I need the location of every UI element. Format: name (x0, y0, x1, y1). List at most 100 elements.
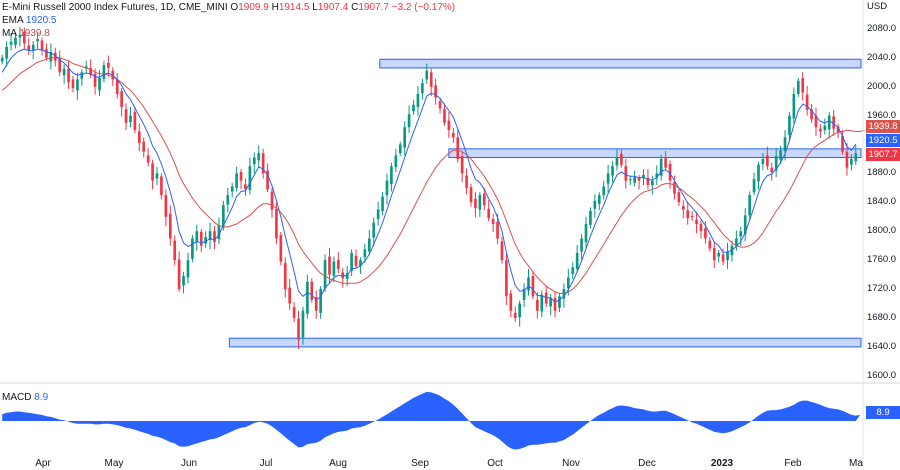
candle-body (266, 170, 269, 190)
candle-body (443, 109, 446, 123)
candle-body (89, 67, 92, 76)
candle-body (571, 267, 575, 274)
candle-body (836, 126, 840, 133)
candle-body (257, 153, 261, 161)
price-zone (228, 337, 862, 348)
candle-body (5, 46, 8, 59)
candle-body (226, 195, 230, 205)
candle-body (230, 186, 234, 192)
candle-body (177, 259, 181, 290)
candle-body (597, 195, 601, 204)
candle-body (686, 210, 690, 219)
candle-body (845, 151, 849, 168)
candle-body (244, 184, 247, 190)
y-tick-label: 2080.0 (867, 22, 897, 34)
open-value: 1909.9 (238, 2, 269, 13)
candle-body (323, 260, 327, 289)
candle-body (628, 179, 632, 181)
candle-body (381, 196, 384, 212)
y-tick-label: 1800.0 (867, 225, 897, 237)
candle-body (527, 277, 530, 291)
candle-body (337, 260, 340, 269)
candle-body (823, 125, 827, 131)
candle-body (124, 109, 128, 123)
candle-body (681, 205, 685, 210)
candle-body (261, 153, 265, 174)
macd-label: MACD (2, 392, 32, 403)
candle-body (602, 186, 606, 196)
macd-legend[interactable]: MACD 8.9 (2, 392, 48, 403)
price-zone (448, 148, 862, 159)
candle-body (301, 310, 305, 338)
candle-body (589, 211, 592, 225)
ma-legend[interactable]: MA 1939.8 (2, 27, 50, 40)
candle-body (664, 158, 667, 168)
x-tick-label: Apr (35, 458, 51, 469)
candle-body (549, 297, 552, 307)
candle-body (93, 73, 97, 87)
candle-body (482, 193, 486, 206)
ema-price-tag: 1920.5 (866, 134, 900, 147)
candles (0, 26, 858, 350)
candle-body (279, 234, 283, 262)
candle-body (620, 153, 623, 165)
candle-body (673, 182, 676, 194)
candle-body (505, 260, 508, 297)
currency-label: USD (867, 1, 888, 12)
macd-area (2, 391, 861, 450)
candle-body (416, 93, 420, 107)
candle-body (0, 57, 4, 62)
y-tick-label: 1840.0 (867, 196, 897, 208)
candle-body (22, 31, 26, 44)
y-tick-label: 1880.0 (867, 167, 897, 179)
y-tick-label: 1640.0 (867, 340, 897, 352)
candle-body (319, 289, 322, 313)
candle-body (651, 180, 654, 185)
candle-body (491, 218, 495, 225)
candle-body (204, 237, 207, 244)
candle-body (478, 195, 482, 210)
candle-body (456, 137, 460, 159)
change-value: −3.2 (−0.17%) (391, 2, 456, 13)
candle-body (45, 49, 48, 58)
low-label: L (312, 2, 318, 13)
candle-body (270, 191, 274, 210)
candle-body (62, 68, 66, 76)
candle-body (801, 78, 805, 93)
candle-body (137, 131, 141, 144)
candle-body (474, 198, 477, 209)
candle-body (447, 120, 451, 131)
macd-tag: 8.9 (866, 406, 900, 419)
candle-body (164, 195, 168, 217)
candle-body (222, 205, 225, 228)
candle-body (531, 276, 535, 297)
candle-body (341, 272, 345, 279)
candle-body (752, 179, 756, 193)
candle-body (757, 164, 760, 182)
candle-body (841, 135, 844, 152)
candle-body (27, 45, 31, 51)
symbol-title: E-Mini Russell 2000 Index Futures, 1D, C… (2, 2, 228, 13)
candle-body (155, 173, 159, 179)
candle-body (496, 221, 499, 239)
candle-body (814, 115, 818, 128)
ma-value: 1939.8 (19, 28, 50, 39)
chart-header: E-Mini Russell 2000 Index Futures, 1D, C… (2, 1, 455, 14)
candle-body (385, 180, 389, 196)
last-price-tag: 1907.7 (866, 148, 900, 161)
candle-body (80, 72, 84, 79)
y-tick-label: 1680.0 (867, 311, 897, 323)
candle-body (115, 79, 119, 94)
candle-body (721, 254, 725, 262)
y-tick-label: 1720.0 (867, 283, 897, 295)
ema-legend[interactable]: EMA 1920.5 (2, 14, 57, 27)
y-tick-label: 1760.0 (867, 254, 897, 266)
candle-body (76, 79, 79, 91)
x-tick-label: May (104, 458, 124, 469)
candle-body (49, 52, 53, 62)
candle-body (553, 297, 557, 311)
candle-body (770, 167, 774, 172)
x-tick-label: Sep (411, 458, 429, 469)
candle-body (107, 62, 110, 68)
